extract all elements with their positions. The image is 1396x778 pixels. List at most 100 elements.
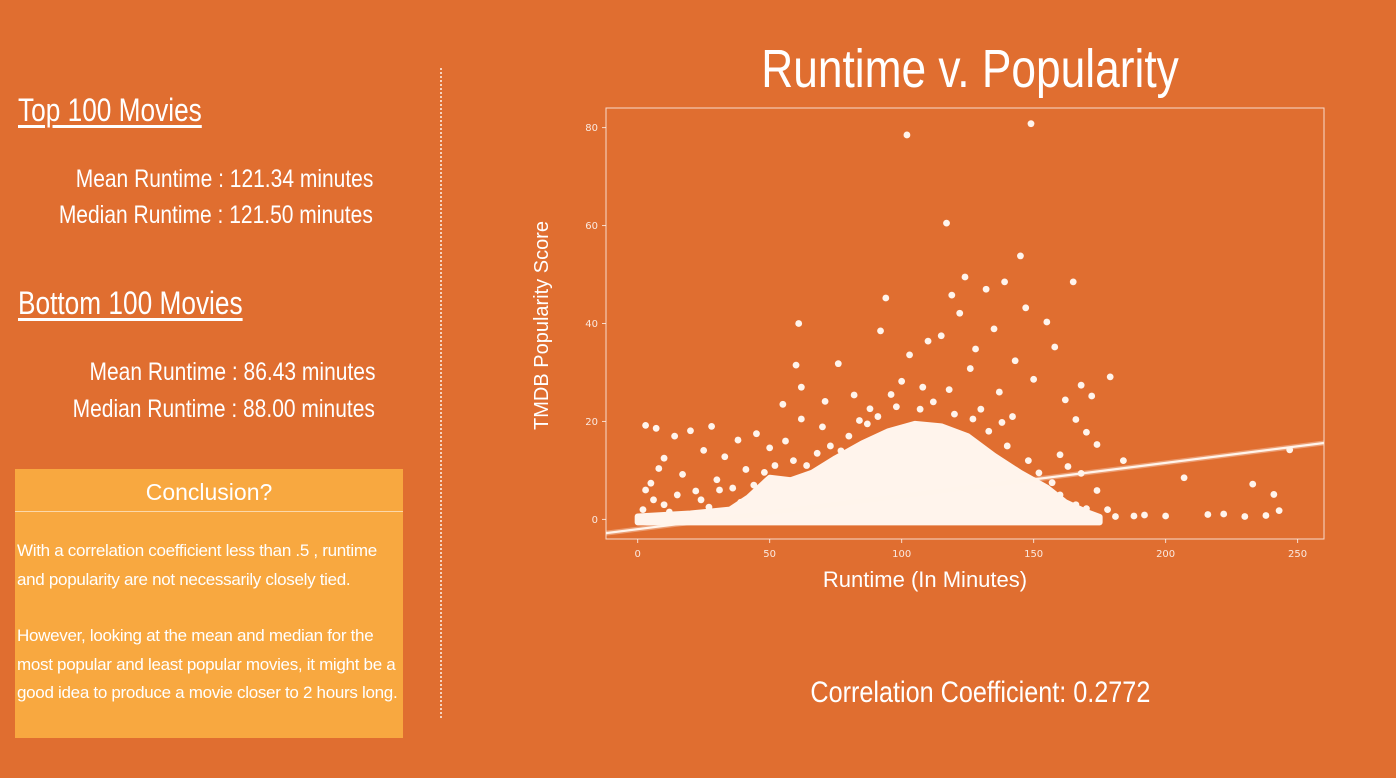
data-point: [1249, 480, 1257, 488]
data-point: [1022, 304, 1030, 312]
data-point: [652, 424, 660, 432]
data-point: [1088, 392, 1096, 400]
correlation-coefficient: Correlation Coefficient: 0.2772: [810, 676, 1151, 709]
data-point: [995, 388, 1003, 396]
data-point: [972, 345, 979, 353]
regression-confidence-band: [606, 440, 1324, 536]
conclusion-paragraph-1: With a correlation coefficient less than…: [17, 541, 377, 589]
data-point: [671, 432, 679, 440]
data-point: [969, 415, 977, 423]
data-point: [919, 383, 927, 391]
data-point: [1001, 278, 1008, 286]
data-point: [1048, 479, 1056, 487]
x-axis-label: Runtime (In Minutes): [823, 567, 1027, 592]
data-point: [642, 486, 649, 494]
data-point: [834, 360, 842, 368]
data-point: [790, 457, 797, 465]
y-tick-label: 60: [585, 221, 598, 232]
data-point: [1112, 513, 1119, 520]
data-point: [977, 405, 985, 413]
data-point: [692, 487, 700, 495]
data-point: [1043, 318, 1051, 326]
bottom-median-runtime: Median Runtime : 88.00 minutes: [72, 395, 375, 423]
data-point: [795, 320, 803, 327]
scatter-chart: 0 50 100 150 200 250 0 20 40 60 80 Runtime (In Minu…: [531, 107, 1325, 592]
data-point: [803, 462, 811, 469]
data-point: [753, 430, 760, 438]
data-point: [1262, 512, 1270, 519]
data-point: [898, 377, 906, 385]
data-point: [956, 309, 964, 317]
data-point: [705, 503, 713, 511]
data-point: [1204, 511, 1212, 518]
data-point: [665, 508, 673, 516]
data-point: [1061, 396, 1069, 404]
data-point: [760, 468, 768, 476]
data-point: [892, 403, 900, 411]
data-point: [1077, 381, 1085, 389]
data-point: [721, 453, 729, 461]
data-point: [1106, 373, 1114, 381]
data-point: [813, 449, 821, 457]
data-point: [985, 427, 993, 435]
data-point: [1072, 501, 1080, 509]
data-point: [713, 476, 721, 484]
data-point: [1180, 474, 1188, 482]
y-tick-label: 40: [585, 319, 598, 330]
data-point: [708, 422, 715, 430]
data-point: [660, 454, 668, 462]
data-point: [779, 400, 787, 408]
data-point: [766, 444, 774, 452]
top-median-runtime: Median Runtime : 121.50 minutes: [58, 201, 373, 229]
data-point: [1275, 507, 1283, 514]
data-point: [1072, 416, 1080, 423]
data-point: [639, 506, 647, 514]
data-point: [1064, 463, 1072, 470]
data-point: [916, 405, 924, 413]
data-point: [1056, 491, 1064, 499]
data-point: [650, 496, 657, 504]
x-tick-label: 250: [1288, 549, 1307, 560]
data-point: [1162, 512, 1170, 520]
data-point: [792, 361, 800, 369]
data-point: [856, 417, 863, 424]
data-point: [1009, 413, 1016, 420]
data-point: [1003, 442, 1011, 450]
data-point: [1220, 510, 1228, 518]
data-point: [1093, 487, 1101, 494]
data-point: [837, 447, 845, 455]
data-point: [1270, 491, 1278, 498]
data-point: [1069, 278, 1077, 286]
data-point: [1027, 120, 1035, 128]
data-point: [771, 462, 779, 469]
data-point: [1119, 457, 1127, 465]
data-point: [1130, 512, 1138, 520]
data-point: [1011, 357, 1019, 365]
data-point: [660, 501, 668, 509]
data-point: [850, 391, 858, 399]
data-point: [924, 337, 932, 345]
data-point: [1093, 441, 1101, 448]
left-panel: Top 100 Movies Mean Runtime : 121.34 min…: [0, 0, 430, 778]
bottom-mean-runtime: Mean Runtime : 86.43 minutes: [89, 358, 375, 386]
data-point: [673, 491, 681, 499]
y-axis-label: TMDB Popularity Score: [531, 221, 553, 430]
data-point: [826, 442, 834, 450]
data-point: [729, 484, 737, 492]
conclusion-paragraph-2: However, looking at the mean and median …: [17, 626, 398, 702]
vertical-divider: [440, 68, 442, 718]
x-tick-label: 200: [1156, 549, 1175, 560]
data-point: [966, 365, 974, 372]
top-movies-heading: Top 100 Movies: [18, 92, 202, 128]
data-point: [863, 420, 871, 428]
data-point: [1030, 375, 1038, 383]
data-point: [758, 486, 766, 494]
y-tick-label: 80: [585, 123, 598, 134]
data-point: [882, 294, 890, 302]
data-point: [929, 398, 937, 406]
bottom-movies-heading: Bottom 100 Movies: [18, 285, 243, 321]
data-point: [948, 291, 956, 299]
data-point: [750, 481, 758, 489]
conclusion-title: Conclusion?: [145, 479, 273, 505]
x-tick-label: 0: [634, 549, 640, 560]
